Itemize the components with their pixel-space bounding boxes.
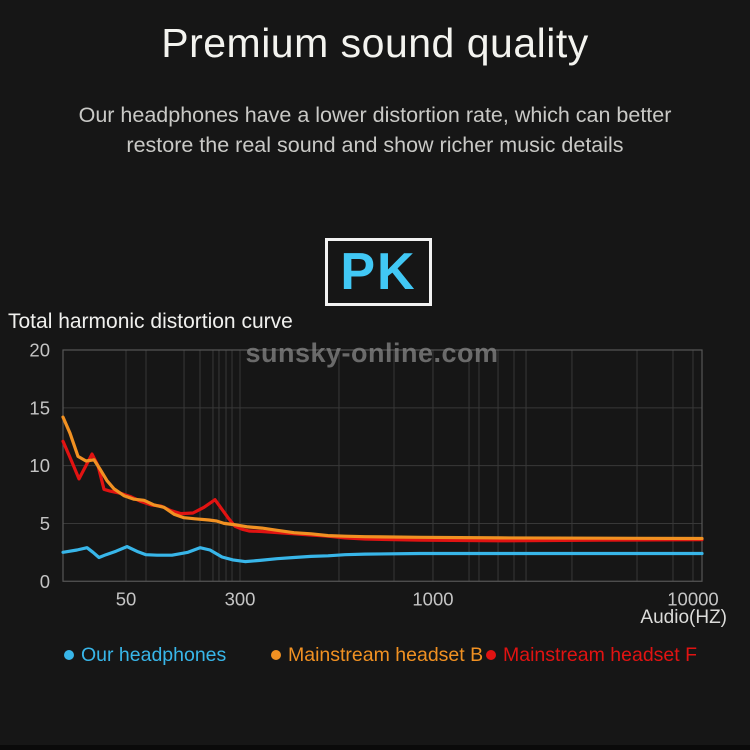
y-tick-label: 10 <box>29 455 50 476</box>
legend-item-our-headphones: Our headphones <box>64 643 226 667</box>
chart-legend: Our headphones Mainstream headset B Main… <box>0 643 750 667</box>
x-tick-label: 300 <box>225 588 256 609</box>
subtitle: Our headphones have a lower distortion r… <box>0 100 750 160</box>
legend-dot-red <box>486 650 496 660</box>
legend-item-mainstream-headset-f: Mainstream headset F <box>486 643 697 667</box>
legend-label: Our headphones <box>81 643 227 666</box>
plot-border <box>62 349 703 582</box>
chart-title: Total harmonic distortion curve <box>8 310 293 333</box>
thd-line-chart: 0 5 10 15 20 50 300 1000 10000 <box>29 340 718 609</box>
legend-label: Mainstream headset B <box>288 643 484 666</box>
series-mainstream-headset-f <box>61 439 704 543</box>
x-tick-label: 1000 <box>412 588 453 609</box>
page-title: Premium sound quality <box>161 20 589 66</box>
x-axis-unit-label: Audio(HZ) <box>640 607 727 628</box>
subtitle-line-2: restore the real sound and show richer m… <box>126 133 624 157</box>
y-tick-label: 20 <box>29 340 50 361</box>
series-our-headphones <box>61 545 704 564</box>
y-tick-label: 15 <box>29 397 50 418</box>
legend-label: Mainstream headset F <box>503 643 698 666</box>
legend-dot-cyan <box>64 650 74 660</box>
bottom-bar <box>0 745 750 750</box>
series-mainstream-headset-b <box>61 415 704 541</box>
legend-item-mainstream-headset-b: Mainstream headset B <box>271 643 483 667</box>
x-tick-label: 50 <box>116 588 137 609</box>
subtitle-line-1: Our headphones have a lower distortion r… <box>78 103 672 127</box>
y-tick-label: 5 <box>40 513 50 534</box>
legend-dot-orange <box>271 650 281 660</box>
x-tick-label: 10000 <box>667 588 718 609</box>
pk-label: PK <box>340 243 417 301</box>
y-tick-label: 0 <box>40 571 50 592</box>
pk-versus-badge: PK <box>325 238 432 306</box>
